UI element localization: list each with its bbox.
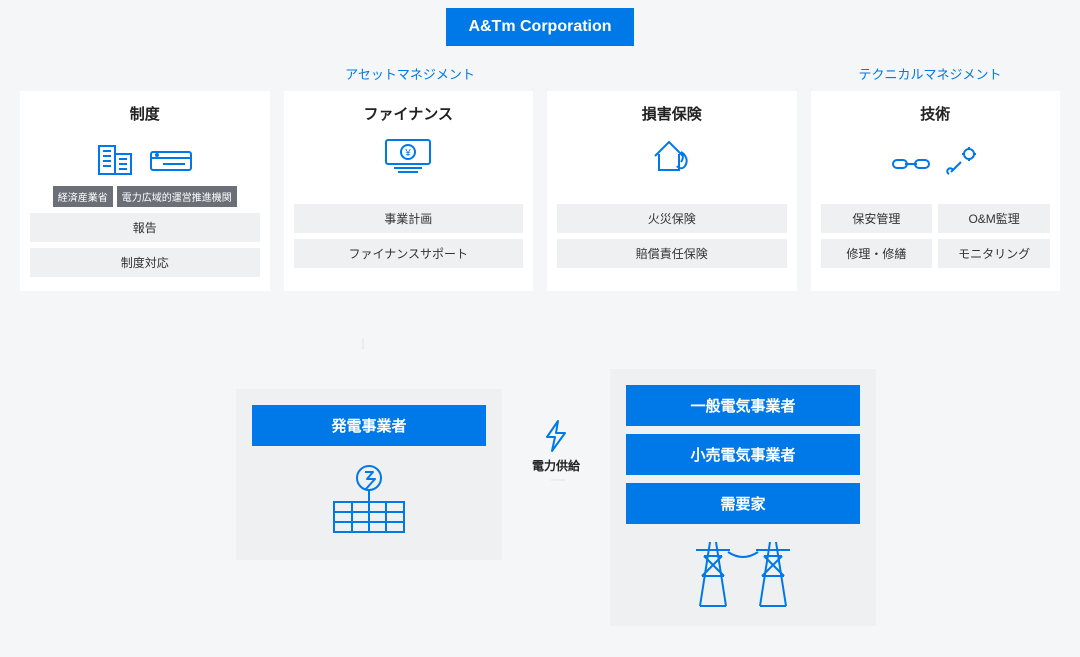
- finance-item: 事業計画: [294, 204, 524, 233]
- seido-item: 制度対応: [30, 248, 260, 277]
- tech-item: モニタリング: [938, 239, 1050, 268]
- tag-meti: 経済産業省: [53, 186, 113, 207]
- building-icon: [97, 142, 135, 176]
- supply-label: 電力供給: [516, 457, 596, 474]
- flow-area: 発電事業者 電力供給 一般電気事業者 小売電気事業者 需要家: [0, 309, 1080, 629]
- consumers-panel: 一般電気事業者 小売電気事業者 需要家: [610, 369, 876, 626]
- card-title: 制度: [130, 103, 160, 124]
- link-icon: [891, 152, 931, 176]
- section-label-row: アセットマネジメント テクニカルマネジメント: [0, 64, 1080, 83]
- card-finance: ファイナンス ¥ 事業計画 ファイナンスサポート: [284, 91, 534, 291]
- finance-item: ファイナンスサポート: [294, 239, 524, 268]
- consumer-label: 小売電気事業者: [626, 434, 860, 475]
- consumer-label: 一般電気事業者: [626, 385, 860, 426]
- wrench-gear-icon: [945, 146, 979, 176]
- seido-icons: [97, 134, 193, 176]
- arrow-right-icon: [508, 479, 608, 481]
- server-icon: [149, 146, 193, 176]
- asset-management-label: アセットマネジメント: [20, 64, 800, 83]
- insurance-item: 火災保険: [557, 204, 787, 233]
- card-title: 技術: [920, 103, 950, 124]
- seido-item: 報告: [30, 213, 260, 242]
- cards-row: 制度 経済産業省 電: [0, 83, 1080, 309]
- tech-item: 保安管理: [821, 204, 933, 233]
- card-seido: 制度 経済産業省 電: [20, 91, 270, 291]
- house-fire-icon: [651, 136, 693, 176]
- tech-item: 修理・修繕: [821, 239, 933, 268]
- card-tech: 技術 保安管理 O&M監理: [811, 91, 1061, 291]
- svg-text:¥: ¥: [404, 148, 411, 159]
- technical-management-label: テクニカルマネジメント: [800, 64, 1060, 83]
- seido-tags: 経済産業省 電力広域的運営推進機関: [53, 186, 237, 207]
- card-title: 損害保険: [642, 103, 702, 124]
- generator-label: 発電事業者: [252, 405, 486, 446]
- arrow-down-icon: [362, 309, 364, 379]
- card-insurance: 損害保険 火災保険 賠償責任保険: [547, 91, 797, 291]
- solar-panel-icon: [324, 460, 414, 540]
- consumer-label: 需要家: [626, 483, 860, 524]
- yen-bill-icon: ¥: [382, 136, 434, 176]
- power-tower-icon: [688, 532, 798, 612]
- bolt-icon: [541, 419, 571, 453]
- tech-item: O&M監理: [938, 204, 1050, 233]
- corp-badge: A&Tm Corporation: [446, 8, 633, 46]
- generator-panel: 発電事業者: [236, 389, 502, 560]
- insurance-item: 賠償責任保険: [557, 239, 787, 268]
- tag-occto: 電力広域的運営推進機関: [117, 186, 237, 207]
- supply-group: 電力供給: [516, 419, 596, 478]
- card-title: ファイナンス: [364, 103, 453, 124]
